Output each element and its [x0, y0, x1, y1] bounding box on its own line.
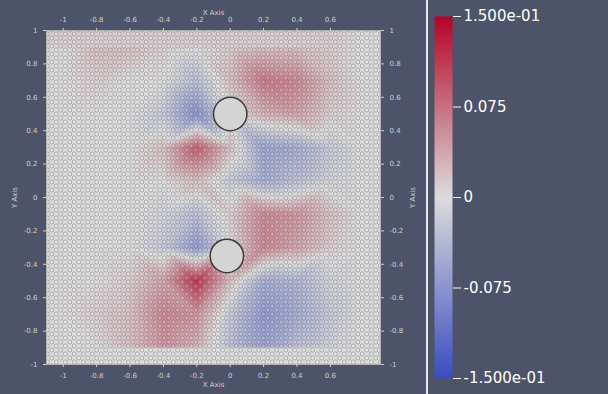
svg-text:0.8: 0.8 — [26, 60, 37, 68]
svg-text:-0.6: -0.6 — [24, 294, 38, 302]
svg-text:-0.075: -0.075 — [464, 279, 512, 297]
svg-text:0.6: 0.6 — [390, 94, 402, 102]
svg-text:0.4: 0.4 — [291, 372, 303, 380]
svg-text:0.8: 0.8 — [390, 60, 401, 68]
svg-text:-0.4: -0.4 — [157, 16, 171, 24]
svg-text:-1: -1 — [390, 361, 397, 369]
svg-text:0: 0 — [228, 16, 232, 24]
svg-text:-0.6: -0.6 — [123, 16, 137, 24]
svg-text:-0.8: -0.8 — [90, 16, 104, 24]
svg-text:-0.4: -0.4 — [157, 372, 171, 380]
svg-text:-0.4: -0.4 — [24, 261, 38, 269]
svg-text:-1: -1 — [31, 361, 38, 369]
svg-text:0.2: 0.2 — [26, 160, 37, 168]
svg-text:-0.4: -0.4 — [390, 261, 404, 269]
svg-text:0.6: 0.6 — [325, 16, 337, 24]
svg-text:1: 1 — [390, 27, 394, 35]
svg-text:-1: -1 — [60, 16, 67, 24]
svg-text:-0.2: -0.2 — [24, 227, 38, 235]
svg-text:0.075: 0.075 — [464, 98, 507, 116]
svg-text:1.500e-01: 1.500e-01 — [464, 7, 541, 25]
svg-text:-0.2: -0.2 — [190, 372, 204, 380]
svg-text:-0.6: -0.6 — [123, 372, 137, 380]
svg-text:-0.8: -0.8 — [90, 372, 104, 380]
svg-text:0.6: 0.6 — [325, 372, 337, 380]
svg-text:0.2: 0.2 — [258, 16, 269, 24]
svg-text:0: 0 — [228, 372, 232, 380]
svg-text:0.4: 0.4 — [26, 127, 38, 135]
svg-text:-0.2: -0.2 — [390, 227, 404, 235]
svg-text:0.6: 0.6 — [26, 94, 38, 102]
svg-text:0: 0 — [390, 194, 394, 202]
svg-text:0.2: 0.2 — [390, 160, 401, 168]
svg-text:-0.2: -0.2 — [190, 16, 204, 24]
svg-text:-0.6: -0.6 — [390, 294, 404, 302]
svg-text:Y Axis: Y Axis — [11, 187, 19, 209]
svg-text:1: 1 — [33, 27, 37, 35]
svg-text:-0.8: -0.8 — [24, 327, 38, 335]
svg-text:0: 0 — [464, 188, 474, 206]
svg-text:X Axis: X Axis — [203, 9, 225, 17]
svg-text:X Axis: X Axis — [203, 381, 225, 389]
svg-text:0.4: 0.4 — [390, 127, 402, 135]
svg-text:0.4: 0.4 — [291, 16, 303, 24]
svg-text:-1: -1 — [60, 372, 67, 380]
svg-text:-0.8: -0.8 — [390, 327, 404, 335]
svg-text:0: 0 — [33, 194, 37, 202]
svg-text:0.2: 0.2 — [258, 372, 269, 380]
svg-text:Y Axis: Y Axis — [409, 187, 417, 209]
svg-text:-1.500e-01: -1.500e-01 — [464, 369, 546, 387]
